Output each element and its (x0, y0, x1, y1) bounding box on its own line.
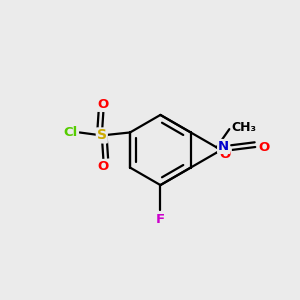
Text: F: F (156, 213, 165, 226)
Text: N: N (218, 140, 229, 153)
Text: O: O (220, 148, 231, 160)
Text: O: O (98, 98, 109, 111)
Text: Cl: Cl (64, 126, 78, 139)
Text: O: O (259, 140, 270, 154)
Text: CH₃: CH₃ (232, 121, 257, 134)
Text: O: O (98, 160, 109, 173)
Text: S: S (97, 128, 107, 142)
